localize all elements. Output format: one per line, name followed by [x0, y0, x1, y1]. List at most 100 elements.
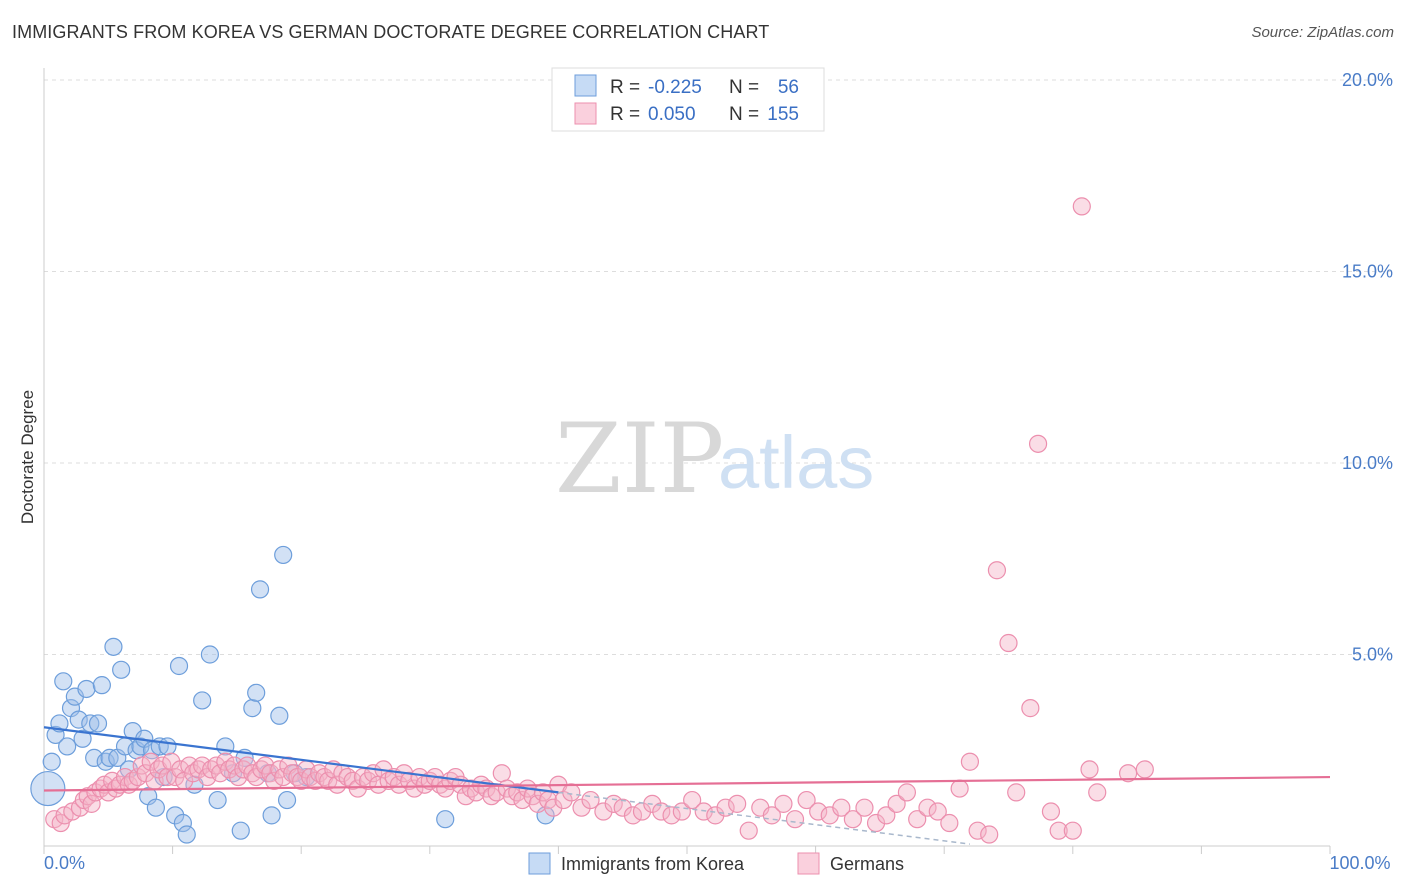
korea-point-4 — [54, 672, 73, 691]
germans-point-152 — [1028, 434, 1048, 453]
korea-point-42 — [231, 821, 250, 840]
watermark-atlas: atlas — [718, 421, 874, 504]
korea-point-2 — [46, 725, 65, 745]
series-germans-points — [45, 197, 1154, 844]
legend-germans-r-label: R = — [610, 104, 640, 125]
korea-point-19 — [112, 660, 131, 679]
legend-swatch-germans — [574, 102, 597, 125]
germans-point-75 — [389, 775, 409, 794]
korea-point-14 — [92, 676, 111, 695]
germans-point-78 — [405, 779, 424, 798]
korea-point-40 — [216, 737, 235, 756]
watermark: ZIP atlas — [555, 403, 874, 515]
legend: R = -0.225 N = 56 R = 0.050 N = 155 — [551, 67, 825, 132]
korea-trend-line — [43, 726, 559, 794]
bottom-legend-swatch-germans — [797, 852, 820, 875]
grid-lines — [44, 79, 1392, 655]
korea-point-39 — [208, 790, 227, 810]
germans-point-137 — [877, 806, 896, 825]
germans-point-125 — [739, 821, 758, 840]
germans-point-107 — [554, 790, 573, 810]
germans-point-142 — [928, 802, 947, 821]
germans-point-112 — [604, 794, 623, 813]
korea-point-17 — [104, 637, 123, 656]
germans-point-118 — [662, 806, 681, 825]
germans-point-51 — [274, 767, 293, 787]
legend-germans-n-label: N = — [729, 104, 759, 125]
germans-point-123 — [716, 798, 735, 817]
germans-point-157 — [1080, 760, 1099, 779]
germans-point-21 — [141, 752, 160, 771]
germans-point-136 — [866, 813, 886, 833]
korea-point-31 — [158, 737, 177, 756]
y-tick-label-0: 5.0% — [1352, 645, 1393, 665]
y-tick-label-1: 10.0% — [1342, 453, 1393, 473]
germans-point-24 — [153, 756, 172, 775]
germans-point-124 — [728, 794, 747, 813]
korea-point-8 — [69, 710, 88, 729]
x-tick-labels: 0.0% 100.0% — [44, 853, 1391, 873]
germans-point-149 — [999, 633, 1018, 653]
germans-point-55 — [292, 771, 311, 790]
korea-trend-line-extension — [558, 791, 971, 845]
legend-korea-n-value: 56 — [778, 77, 799, 98]
korea-point-1 — [42, 752, 61, 771]
germans-point-37 — [211, 764, 230, 783]
y-tick-label-2: 15.0% — [1342, 262, 1393, 282]
germans-point-148 — [987, 561, 1007, 580]
germans-point-40 — [225, 756, 244, 775]
korea-point-33 — [169, 656, 189, 676]
germans-point-129 — [785, 810, 805, 829]
bottom-legend: Immigrants from Korea Germans — [528, 852, 904, 875]
germans-point-128 — [774, 794, 793, 813]
korea-point-32 — [166, 806, 185, 825]
korea-point-28 — [146, 798, 165, 817]
legend-germans-n-value: 155 — [767, 104, 799, 125]
korea-point-16 — [100, 748, 119, 768]
korea-point-9 — [73, 729, 92, 748]
germans-point-135 — [855, 798, 874, 817]
germans-point-114 — [623, 806, 643, 825]
y-axis-label: Doctorate Degree — [18, 390, 37, 524]
korea-point-5 — [58, 737, 77, 756]
y-tick-label-3: 20.0% — [1342, 70, 1393, 90]
germans-point-134 — [843, 810, 862, 829]
germans-point-95 — [492, 764, 511, 783]
korea-point-38 — [200, 645, 219, 664]
germans-point-144 — [950, 779, 969, 798]
germans-point-120 — [683, 790, 702, 810]
germans-point-158 — [1088, 783, 1107, 802]
x-tick-label-0: 0.0% — [44, 853, 85, 873]
germans-point-133 — [832, 798, 851, 817]
germans-point-156 — [1072, 197, 1091, 216]
germans-point-154 — [1049, 821, 1068, 840]
germans-point-160 — [1135, 760, 1154, 779]
germans-point-111 — [594, 802, 613, 821]
germans-point-33 — [193, 756, 212, 775]
germans-point-143 — [940, 813, 959, 833]
korea-point-37 — [193, 691, 212, 710]
germans-point-150 — [1007, 783, 1026, 802]
korea-point-51 — [277, 790, 297, 810]
legend-swatch-korea — [574, 74, 597, 97]
korea-point-0 — [30, 770, 66, 807]
germans-point-7 — [82, 794, 101, 813]
y-tick-labels: 5.0% 10.0% 15.0% 20.0% — [1342, 70, 1393, 665]
korea-point-54 — [436, 810, 455, 829]
germans-point-141 — [918, 798, 937, 817]
bottom-legend-korea-label: Immigrants from Korea — [561, 854, 745, 874]
germans-point-49 — [265, 771, 284, 790]
germans-point-61 — [319, 771, 338, 790]
x-axis-ticks — [43, 846, 1331, 854]
germans-point-67 — [348, 779, 367, 798]
germans-point-102 — [528, 794, 547, 813]
germans-point-147 — [980, 825, 999, 844]
germans-point-151 — [1021, 699, 1040, 718]
x-tick-label-1: 100.0% — [1329, 853, 1390, 873]
korea-point-35 — [177, 825, 196, 844]
korea-point-13 — [88, 714, 108, 733]
korea-point-34 — [173, 813, 192, 833]
source-label: Source: ZipAtlas.com — [1251, 24, 1394, 41]
korea-point-12 — [85, 748, 104, 768]
